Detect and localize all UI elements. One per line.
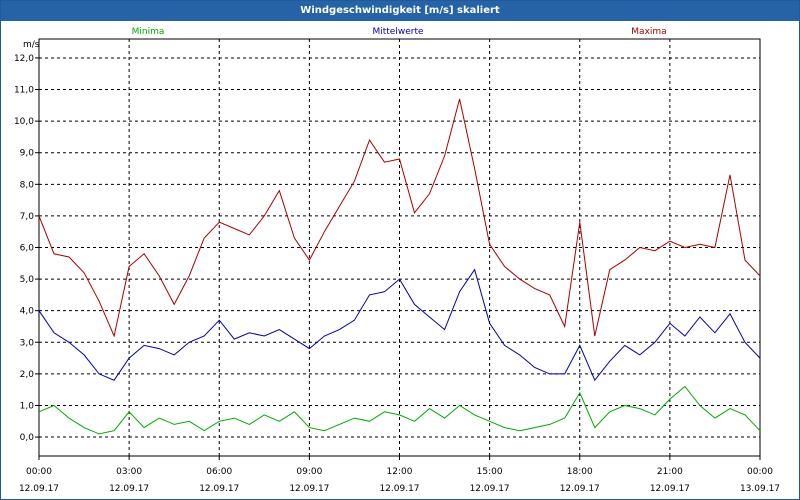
y-axis-unit-label: m/s bbox=[23, 40, 40, 50]
x-tick-label-date: 12.09.17 bbox=[470, 484, 510, 494]
x-tick-label-date: 12.09.17 bbox=[560, 484, 600, 494]
series-line-mittelwerte bbox=[38, 268, 761, 382]
series-lines bbox=[38, 98, 761, 435]
x-tick-label-time: 06:00 bbox=[206, 467, 232, 477]
x-tick-label-date: 12.09.17 bbox=[289, 484, 329, 494]
x-tick-label-date: 12.09.17 bbox=[19, 484, 59, 494]
y-tick-label: 5,0 bbox=[20, 275, 35, 285]
chart-title: Windgeschwindigkeit [m/s] skaliert bbox=[1, 1, 799, 21]
axes: 00:00 12.09.17 03:00 12.09.17 06:00 12.09.17 0… bbox=[14, 54, 780, 494]
x-tick-label-time: 00:00 bbox=[26, 467, 52, 477]
y-tick-label: 9,0 bbox=[20, 149, 35, 159]
y-tick-label: 0,0 bbox=[20, 433, 35, 443]
y-tick-label: 3,0 bbox=[20, 338, 35, 348]
series-line-minima bbox=[38, 385, 761, 435]
wind-speed-chart: 00:00 12.09.17 03:00 12.09.17 06:00 12.09.17 0… bbox=[14, 27, 780, 494]
y-tick-label: 10,0 bbox=[14, 117, 34, 127]
y-tick-label: 6,0 bbox=[20, 244, 35, 254]
x-tick-label-date: 13.09.17 bbox=[740, 484, 780, 494]
legend-entry-maxima: Maxima bbox=[631, 27, 666, 37]
y-tick-label: 12,0 bbox=[14, 54, 34, 64]
x-tick-label-time: 18:00 bbox=[567, 467, 593, 477]
x-tick-label-time: 09:00 bbox=[296, 467, 322, 477]
y-tick-label: 4,0 bbox=[20, 307, 35, 317]
legend: Minima Mittelwerte Maxima bbox=[132, 27, 667, 37]
x-tick-label-time: 03:00 bbox=[116, 467, 142, 477]
x-tick-label-date: 12.09.17 bbox=[650, 484, 690, 494]
y-tick-label: 7,0 bbox=[20, 212, 35, 222]
x-tick-label-time: 15:00 bbox=[477, 467, 503, 477]
legend-entry-mittelwerte: Mittelwerte bbox=[372, 27, 423, 37]
x-tick-label-time: 12:00 bbox=[387, 467, 413, 477]
y-tick-label: 1,0 bbox=[20, 401, 35, 411]
series-line-maxima bbox=[38, 98, 761, 338]
x-tick-label-date: 12.09.17 bbox=[199, 484, 239, 494]
y-tick-label: 11,0 bbox=[14, 86, 34, 96]
x-tick-label-time: 00:00 bbox=[747, 467, 773, 477]
y-tick-label: 2,0 bbox=[20, 370, 35, 380]
legend-entry-minima: Minima bbox=[132, 27, 165, 37]
x-tick-label-time: 21:00 bbox=[657, 467, 683, 477]
y-tick-label: 8,0 bbox=[20, 180, 35, 190]
x-tick-label-date: 12.09.17 bbox=[109, 484, 149, 494]
x-tick-label-date: 12.09.17 bbox=[379, 484, 419, 494]
